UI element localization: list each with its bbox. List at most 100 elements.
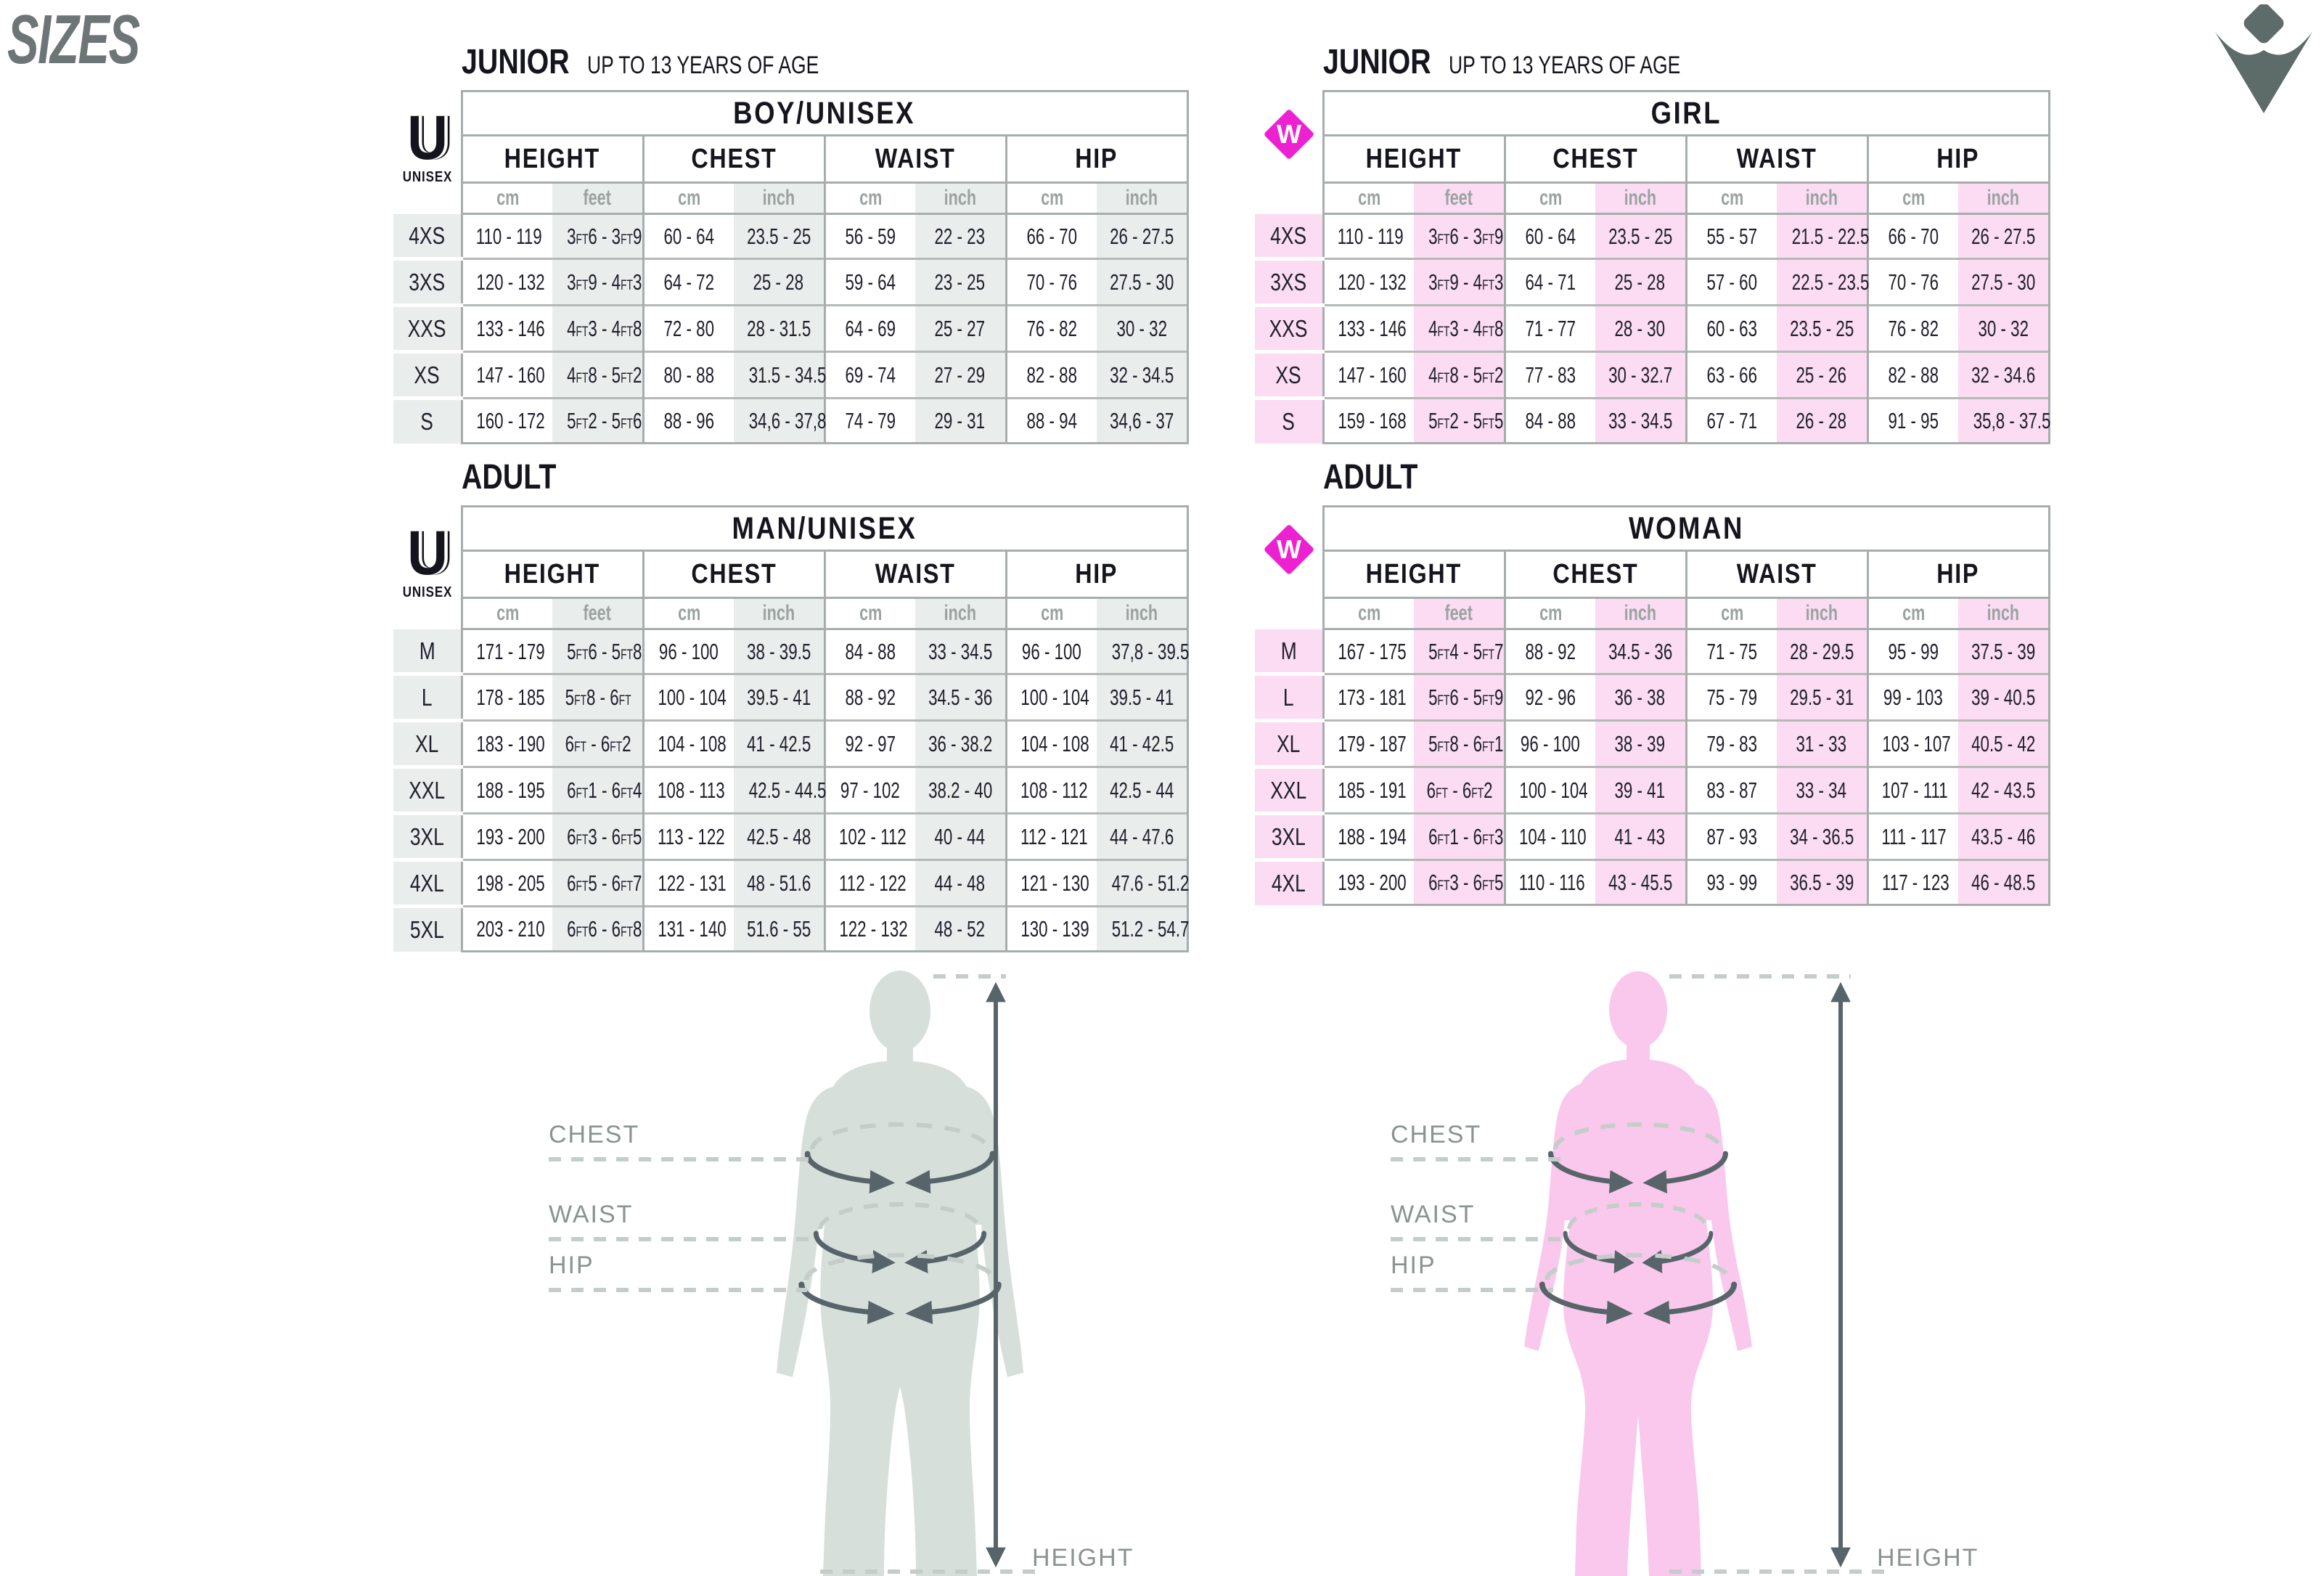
value-cell: 69 - 74 — [823, 351, 915, 399]
unit-header: inch — [915, 182, 1006, 215]
measure-header: WAIST — [1685, 550, 1867, 599]
value-cell: 160 - 172 — [460, 397, 552, 444]
unit-header: cm — [642, 182, 734, 215]
value-cell: 39 - 40.5 — [1958, 673, 2050, 721]
unit-header: cm — [460, 597, 552, 630]
value-cell: 36 - 38.2 — [915, 719, 1006, 767]
value-cell: 26 - 28 — [1777, 397, 1867, 444]
value-cell: 42 - 43.5 — [1958, 766, 2050, 814]
value-cell: 147 - 160 — [1322, 351, 1414, 399]
size-label: 4XS — [1255, 213, 1323, 259]
value-cell: 41 - 43 — [1595, 812, 1686, 860]
value-cell: 3FT6 - 3FT9 — [552, 213, 643, 259]
value-cell: 6FT3 - 6FT5 — [552, 812, 643, 860]
value-cell: 55 - 57 — [1685, 213, 1777, 259]
hip-girth-arrow — [1539, 1253, 1738, 1325]
value-cell: 203 - 210 — [460, 905, 552, 952]
value-cell: 42.5 - 44 — [1097, 766, 1189, 814]
value-cell: 120 - 132 — [1322, 258, 1414, 306]
value-cell: 77 - 83 — [1503, 351, 1595, 399]
value-cell: 84 - 88 — [1503, 397, 1595, 444]
size-label: XS — [393, 350, 462, 399]
value-cell: 193 - 200 — [460, 812, 552, 860]
value-cell: 70 - 76 — [1005, 258, 1097, 306]
value-cell: 147 - 160 — [460, 351, 552, 399]
value-cell: 26 - 27.5 — [1097, 213, 1189, 259]
value-cell: 112 - 122 — [823, 859, 915, 907]
value-cell: 36.5 - 39 — [1777, 859, 1867, 906]
value-cell: 5FT6 - 5FT8 — [552, 628, 643, 674]
value-cell: 41 - 42.5 — [1097, 719, 1189, 767]
value-cell: 30 - 32.7 — [1595, 351, 1686, 399]
value-cell: 108 - 112 — [1005, 766, 1097, 814]
value-cell: 93 - 99 — [1685, 859, 1777, 906]
value-cell: 28 - 30 — [1595, 304, 1686, 352]
junior-heading: JUNIOR UP TO 13 YEARS OF AGE — [462, 42, 885, 89]
unit-header: cm — [1322, 597, 1414, 630]
value-cell: 34.5 - 36 — [915, 673, 1006, 721]
value-cell: 6FT - 6FT2 — [1414, 766, 1505, 814]
value-cell: 46 - 48.5 — [1958, 859, 2050, 906]
measure-header: WAIST — [823, 550, 1006, 599]
measure-header: HEIGHT — [1322, 134, 1505, 184]
value-cell: 107 - 111 — [1866, 766, 1958, 814]
value-cell: 104 - 110 — [1503, 812, 1595, 860]
size-label: XXS — [393, 303, 462, 352]
value-cell: 51.2 - 54.7 — [1097, 905, 1189, 952]
value-cell: 34,6 - 37,8 — [734, 397, 826, 444]
size-label: S — [393, 396, 462, 444]
value-cell: 34.5 - 36 — [1595, 628, 1686, 674]
unit-header: cm — [1322, 182, 1414, 215]
size-label: XL — [1255, 719, 1323, 767]
waist-label: WAIST — [549, 1201, 633, 1228]
value-cell: 48 - 52 — [915, 905, 1006, 952]
measure-header: HEIGHT — [460, 134, 643, 184]
value-cell: 112 - 121 — [1005, 812, 1097, 860]
section-title: ADULT — [462, 458, 557, 497]
section-title: JUNIOR — [462, 43, 570, 81]
unit-header: inch — [1777, 182, 1867, 215]
unit-header: cm — [1503, 597, 1595, 630]
unit-header: inch — [1595, 597, 1686, 630]
value-cell: 39.5 - 41 — [1097, 673, 1189, 721]
value-cell: 66 - 70 — [1005, 213, 1097, 259]
value-cell: 60 - 64 — [1503, 213, 1595, 259]
value-cell: 32 - 34.6 — [1958, 351, 2050, 399]
value-cell: 103 - 107 — [1866, 719, 1958, 767]
value-cell: 23.5 - 25 — [1595, 213, 1686, 259]
chest-label: CHEST — [1391, 1121, 1481, 1148]
unit-header: inch — [1777, 597, 1867, 630]
value-cell: 30 - 32 — [1958, 304, 2050, 352]
value-cell: 27.5 - 30 — [1097, 258, 1189, 306]
chest-label: CHEST — [549, 1121, 639, 1148]
value-cell: 21.5 - 22.5 — [1777, 213, 1869, 259]
value-cell: 3FT9 - 4FT3 — [552, 258, 643, 306]
woman-silhouette — [1524, 971, 1752, 1576]
man-measurement-figure: CHEST WAIST HIP HEIGHT — [549, 971, 1134, 1576]
value-cell: 25 - 26 — [1777, 351, 1867, 399]
value-cell: 4FT3 - 4FT8 — [552, 304, 643, 352]
value-cell: 60 - 64 — [642, 213, 734, 259]
value-cell: 88 - 96 — [642, 397, 734, 444]
value-cell: 30 - 32 — [1097, 304, 1189, 352]
unit-header: cm — [1866, 182, 1958, 215]
value-cell: 35,8 - 37.5 — [1958, 397, 2050, 444]
section-title: ADULT — [1323, 458, 1418, 497]
size-label: 3XS — [393, 257, 462, 306]
height-label: HEIGHT — [1032, 1544, 1134, 1572]
value-cell: 102 - 112 — [823, 812, 915, 860]
value-cell: 25 - 28 — [1595, 258, 1686, 306]
value-cell: 34 - 36.5 — [1777, 812, 1867, 860]
value-cell: 159 - 168 — [1322, 397, 1414, 444]
junior-boy-table: BOY/UNISEX HEIGHT CHEST WAIST HIP cm feet cm inc… — [393, 90, 1189, 444]
size-label: M — [1255, 629, 1323, 674]
value-cell: 4FT8 - 5FT2 — [552, 351, 643, 399]
brand-logo-icon — [2215, 4, 2312, 113]
value-cell: 97 - 102 — [823, 766, 915, 814]
waist-girth-arrow — [813, 1202, 987, 1274]
unit-header: inch — [1595, 182, 1686, 215]
unit-header: cm — [1503, 182, 1595, 215]
value-cell: 33 - 34.5 — [1595, 397, 1686, 444]
value-cell: 185 - 191 — [1322, 766, 1414, 814]
